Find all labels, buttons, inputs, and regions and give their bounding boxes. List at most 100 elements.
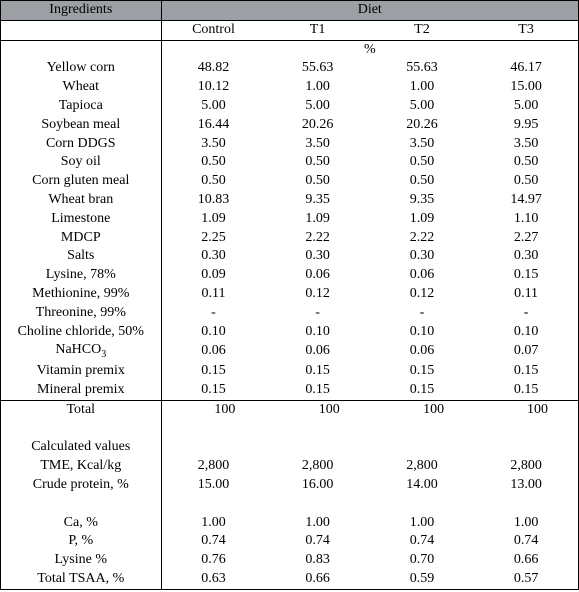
cell-value: 2,800 <box>474 457 578 476</box>
blank-cell <box>1 20 162 40</box>
cell-value: - <box>370 304 474 323</box>
cell-value: 0.07 <box>474 341 578 362</box>
table-row: Methionine, 99%0.110.120.120.11 <box>1 285 579 304</box>
table-row: Wheat10.121.001.0015.00 <box>1 78 579 97</box>
ingredients-table: Ingredients Diet Control T1 T2 T3 % Yell… <box>0 0 579 590</box>
cell-value: 2.22 <box>370 229 474 248</box>
table-row: Ca, %1.001.001.001.00 <box>1 514 579 533</box>
cell-value: 3.50 <box>474 135 578 154</box>
cell-value: 5.00 <box>370 97 474 116</box>
cell-value: 1.00 <box>161 514 265 533</box>
table-row: Tapioca5.005.005.005.00 <box>1 97 579 116</box>
cell-value: 0.50 <box>161 153 265 172</box>
cell-value: 1.09 <box>370 210 474 229</box>
cell-value: 1.00 <box>370 514 474 533</box>
cell-value: 1.00 <box>265 514 369 533</box>
cell-value: 0.06 <box>370 266 474 285</box>
row-label: Total TSAA, % <box>1 570 162 589</box>
cell-value: 0.11 <box>474 285 578 304</box>
cell-value: 0.10 <box>161 323 265 342</box>
cell-value: 0.50 <box>474 172 578 191</box>
total-row: Total 100 100 100 100 <box>1 400 579 419</box>
table-row: Wheat bran10.839.359.3514.97 <box>1 191 579 210</box>
cell-value: 0.06 <box>161 341 265 362</box>
cell-total-t1: 100 <box>265 400 369 419</box>
cell-value: 0.15 <box>265 362 369 381</box>
cell-value: 55.63 <box>265 59 369 78</box>
table-row: TME, Kcal/kg2,8002,8002,8002,800 <box>1 457 579 476</box>
table-row: Mineral premix0.150.150.150.15 <box>1 381 579 400</box>
col-header-ingredients: Ingredients <box>1 1 162 21</box>
row-label: Threonine, 99% <box>1 304 162 323</box>
cell-value: 0.12 <box>265 285 369 304</box>
cell-total-control: 100 <box>161 400 265 419</box>
row-label: Soybean meal <box>1 116 162 135</box>
cell-value: 2.22 <box>265 229 369 248</box>
cell-value: 0.50 <box>265 153 369 172</box>
row-label: Corn gluten meal <box>1 172 162 191</box>
cell-value: 0.09 <box>161 266 265 285</box>
cell-value: 0.50 <box>370 172 474 191</box>
row-label: TME, Kcal/kg <box>1 457 162 476</box>
cell-value: 16.00 <box>265 476 369 495</box>
col-header-t1: T1 <box>265 20 369 40</box>
row-label: Salts <box>1 247 162 266</box>
cell-value: 3.50 <box>265 135 369 154</box>
cell-value: 1.00 <box>474 514 578 533</box>
row-label: Tapioca <box>1 97 162 116</box>
cell-value: 9.35 <box>370 191 474 210</box>
cell-value: 0.57 <box>474 570 578 589</box>
cell-value: 5.00 <box>265 97 369 116</box>
cell-value: 1.00 <box>265 78 369 97</box>
cell-value: 0.15 <box>474 381 578 400</box>
table-row: P, %0.740.740.740.74 <box>1 532 579 551</box>
cell-value: 2,800 <box>161 457 265 476</box>
cell-value: 48.82 <box>161 59 265 78</box>
cell-value: 0.15 <box>474 266 578 285</box>
row-label: NaHCO3 <box>1 341 162 362</box>
row-label: Soy oil <box>1 153 162 172</box>
row-label: Wheat bran <box>1 191 162 210</box>
cell-value: 2.27 <box>474 229 578 248</box>
cell-value: 46.17 <box>474 59 578 78</box>
cell-value: 0.50 <box>265 172 369 191</box>
table-row: Crude protein, %15.0016.0014.0013.00 <box>1 476 579 495</box>
cell-value: 0.70 <box>370 551 474 570</box>
cell-value: 20.26 <box>265 116 369 135</box>
cell-value: - <box>161 304 265 323</box>
cell-value: 0.30 <box>370 247 474 266</box>
cell-value: 0.15 <box>474 362 578 381</box>
header-row-pct: % <box>1 40 579 59</box>
cell-value: 13.00 <box>474 476 578 495</box>
cell-value: 0.11 <box>161 285 265 304</box>
row-label: Limestone <box>1 210 162 229</box>
cell-value: 15.00 <box>161 476 265 495</box>
cell-value: 1.00 <box>370 78 474 97</box>
row-label: P, % <box>1 532 162 551</box>
table-row: Vitamin premix0.150.150.150.15 <box>1 362 579 381</box>
cell-value: 14.00 <box>370 476 474 495</box>
cell-value: 0.12 <box>370 285 474 304</box>
cell-value: 3.50 <box>161 135 265 154</box>
table-row: Corn gluten meal0.500.500.500.50 <box>1 172 579 191</box>
cell-value: 16.44 <box>161 116 265 135</box>
row-label: Yellow corn <box>1 59 162 78</box>
calc-values-label: Calculated values <box>1 438 162 457</box>
col-header-t2: T2 <box>370 20 474 40</box>
row-label: Choline chloride, 50% <box>1 323 162 342</box>
cell-value: 2,800 <box>370 457 474 476</box>
cell-value: 0.66 <box>265 570 369 589</box>
cell-value: 0.30 <box>265 247 369 266</box>
header-row-1: Ingredients Diet <box>1 1 579 21</box>
table-row: NaHCO30.060.060.060.07 <box>1 341 579 362</box>
cell-value: 3.50 <box>370 135 474 154</box>
cell-value: 0.50 <box>370 153 474 172</box>
cell-value: 0.83 <box>265 551 369 570</box>
cell-value: 0.10 <box>370 323 474 342</box>
cell-value: - <box>265 304 369 323</box>
cell-value: 0.74 <box>370 532 474 551</box>
calc-header-row: Calculated values <box>1 438 579 457</box>
table-row: Soy oil0.500.500.500.50 <box>1 153 579 172</box>
table-row: Choline chloride, 50%0.100.100.100.10 <box>1 323 579 342</box>
row-label: Corn DDGS <box>1 135 162 154</box>
